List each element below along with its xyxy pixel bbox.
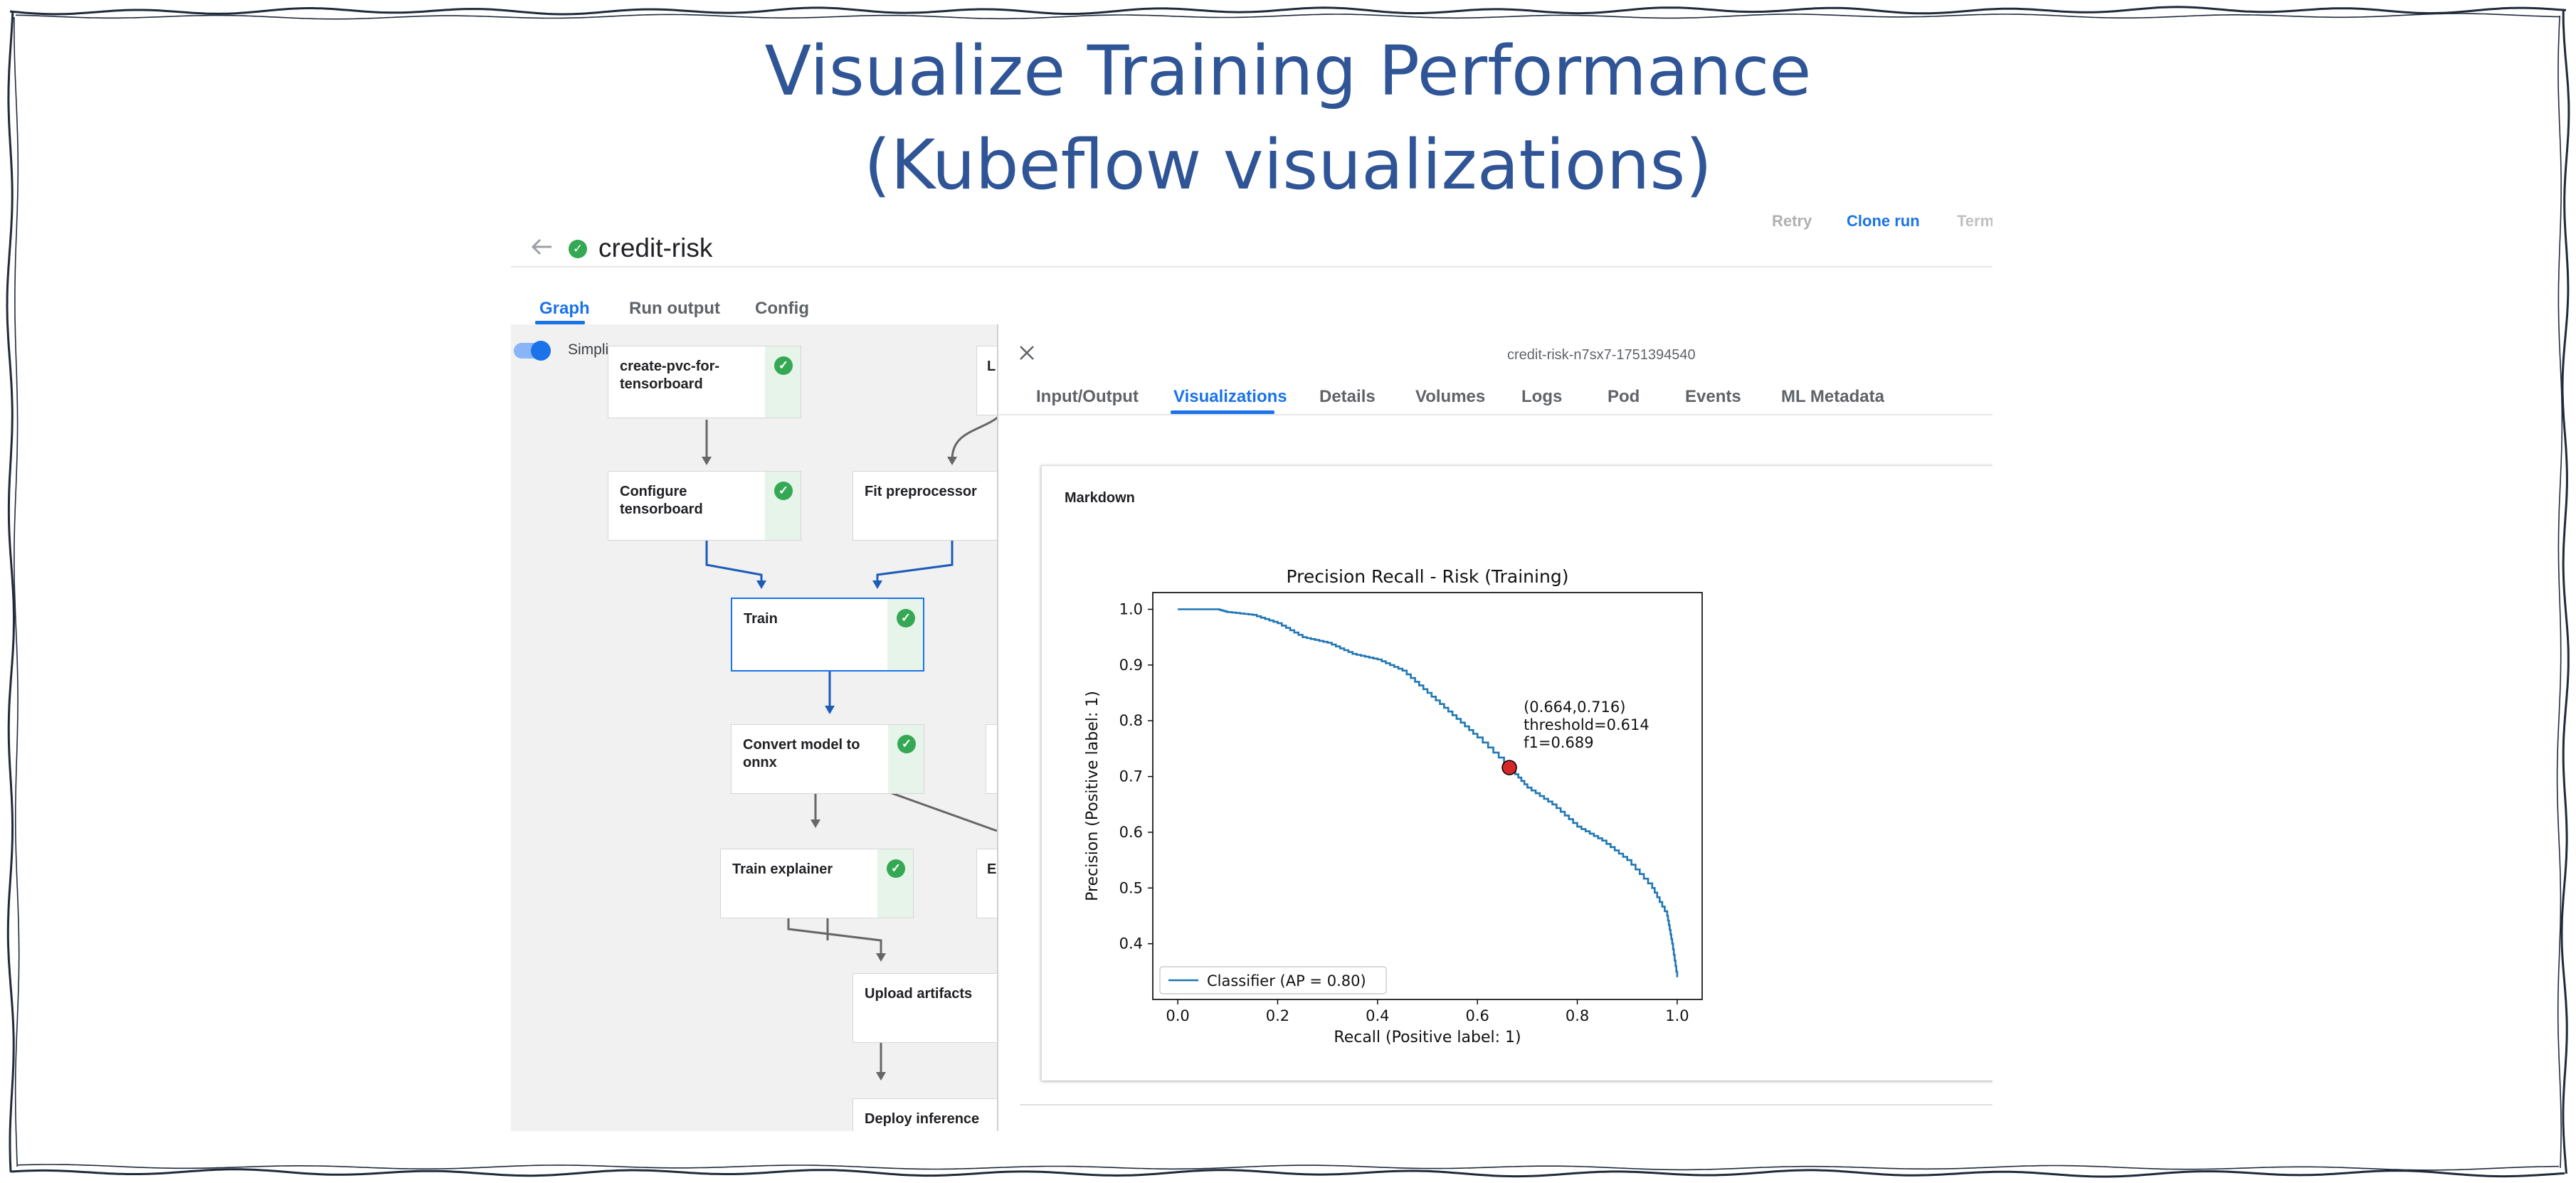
card-title: Markdown <box>1065 490 1135 506</box>
graph-edges <box>702 416 997 1081</box>
tab-config[interactable]: Config <box>755 299 809 318</box>
tab-events[interactable]: Events <box>1685 387 1741 406</box>
terminate-button[interactable]: Term <box>1957 212 1992 230</box>
plot-area <box>1152 592 1703 1000</box>
pipeline-graph[interactable]: Simpli create-pvc-for- tensorboard ✓ Con… <box>511 324 1019 1131</box>
clone-run-button[interactable]: Clone run <box>1847 212 1920 230</box>
y-tick-label: 0.7 <box>1119 768 1143 785</box>
x-tick-label: 0.4 <box>1366 1007 1389 1024</box>
y-tick-label: 0.9 <box>1119 657 1143 674</box>
legend-label: Classifier (AP = 0.80) <box>1207 972 1366 990</box>
node-details-panel: credit-risk-n7sx7-1751394540 Input/Outpu… <box>997 324 1992 1131</box>
tab-pod[interactable]: Pod <box>1608 387 1640 406</box>
tab-details[interactable]: Details <box>1319 387 1376 406</box>
legend-box <box>1159 966 1387 994</box>
retry-button[interactable]: Retry <box>1772 212 1812 230</box>
x-axis-label: Recall (Positive label: 1) <box>1334 1029 1521 1046</box>
run-status-check-icon: ✓ <box>569 240 587 258</box>
panel-tabs-divider <box>998 414 1992 415</box>
graph-node-upload-artifacts[interactable]: Upload artifacts <box>852 973 1002 1043</box>
precision-recall-chart: Precision Recall - Risk (Training) 0.0 0.2… <box>1084 566 1703 1046</box>
series-line <box>1178 608 1679 977</box>
tab-graph-indicator <box>535 321 585 324</box>
node-status: ✓ <box>765 472 801 540</box>
close-icon[interactable] <box>1018 344 1035 361</box>
tab-logs[interactable]: Logs <box>1521 387 1563 406</box>
frame-stroke <box>11 1168 2565 1178</box>
slide-subtitle: (Kubeflow visualizations) <box>864 125 1712 205</box>
tab-graph[interactable]: Graph <box>539 299 590 318</box>
y-tick-label: 0.4 <box>1119 935 1143 953</box>
graph-node-deploy-inference[interactable]: Deploy inference <box>852 1098 1002 1131</box>
node-label: Deploy inference <box>865 1111 980 1127</box>
graph-node-train-explainer[interactable]: Train explainer ✓ <box>720 849 914 918</box>
graph-node-configure-tensorboard[interactable]: Configure tensorboard ✓ <box>608 471 801 541</box>
node-status: ✓ <box>877 849 913 918</box>
y-tick-label: 0.8 <box>1119 712 1143 729</box>
simplify-toggle[interactable] <box>514 341 551 361</box>
node-label: Upload artifacts <box>865 986 973 1002</box>
success-check-icon: ✓ <box>897 735 916 753</box>
panel-bottom-divider <box>1020 1104 1992 1105</box>
simplify-label: Simpli <box>568 341 609 358</box>
success-check-icon: ✓ <box>887 859 905 878</box>
node-label: Convert model to onnx <box>743 737 860 770</box>
tab-input-output[interactable]: Input/Output <box>1036 387 1139 406</box>
run-title: credit-risk <box>598 233 713 262</box>
node-label: E <box>987 861 997 877</box>
annotation-text: f1=0.689 <box>1524 734 1593 751</box>
node-label: L <box>987 359 996 374</box>
node-label: Train explainer <box>732 861 833 877</box>
graph-node-convert-onnx[interactable]: Convert model to onnx ✓ <box>731 724 924 794</box>
frame-stroke <box>16 1164 2559 1171</box>
x-tick-label: 1.0 <box>1665 1007 1689 1024</box>
tab-visualizations-indicator <box>1171 410 1274 414</box>
visualization-card: Markdown Precision Recall - Risk (Traini… <box>1041 465 1992 1081</box>
tab-visualizations[interactable]: Visualizations <box>1173 387 1287 406</box>
tab-volumes[interactable]: Volumes <box>1415 387 1486 406</box>
y-axis-label: Precision (Positive label: 1) <box>1084 691 1102 901</box>
node-id-label: credit-risk-n7sx7-1751394540 <box>1507 347 1696 363</box>
x-tick-label: 0.0 <box>1166 1007 1189 1024</box>
node-label: Configure tensorboard <box>620 484 703 517</box>
simplify-toggle-knob <box>531 341 551 361</box>
node-label: Fit preprocessor <box>865 484 977 499</box>
x-tick-label: 0.6 <box>1465 1007 1489 1024</box>
slide-title: Visualize Training Performance <box>764 31 1812 111</box>
kubeflow-screenshot: Retry Clone run Term ✓ credit-risk Graph… <box>511 205 1992 1131</box>
y-tick-label: 0.5 <box>1119 879 1143 896</box>
frame-stroke <box>9 6 2567 16</box>
node-label: create-pvc-for- tensorboard <box>620 359 720 392</box>
annotation-text: threshold=0.614 <box>1524 716 1649 733</box>
success-check-icon: ✓ <box>774 356 793 375</box>
tab-ml-metadata[interactable]: ML Metadata <box>1781 387 1884 406</box>
success-check-icon: ✓ <box>897 609 915 627</box>
node-label: Train <box>744 611 778 627</box>
graph-node-fit-preprocessor[interactable]: Fit preprocessor <box>852 471 1002 541</box>
tab-run-output[interactable]: Run output <box>629 299 720 318</box>
annotation-text: (0.664,0.716) <box>1524 699 1625 716</box>
back-arrow-icon[interactable] <box>529 236 554 258</box>
y-tick-label: 0.6 <box>1119 824 1143 841</box>
graph-node-create-pvc[interactable]: create-pvc-for- tensorboard ✓ <box>608 346 801 418</box>
node-status: ✓ <box>888 725 924 793</box>
node-status: ✓ <box>887 599 923 670</box>
x-tick-label: 0.2 <box>1266 1007 1289 1024</box>
chart-title: Precision Recall - Risk (Training) <box>1287 566 1569 587</box>
x-tick-label: 0.8 <box>1566 1007 1589 1024</box>
node-status: ✓ <box>765 346 801 418</box>
y-tick-label: 1.0 <box>1119 601 1143 618</box>
threshold-marker <box>1501 760 1517 775</box>
frame-stroke <box>15 13 2561 20</box>
graph-node-train[interactable]: Train ✓ <box>731 598 924 672</box>
header-divider <box>511 266 1992 267</box>
success-check-icon: ✓ <box>774 482 793 500</box>
